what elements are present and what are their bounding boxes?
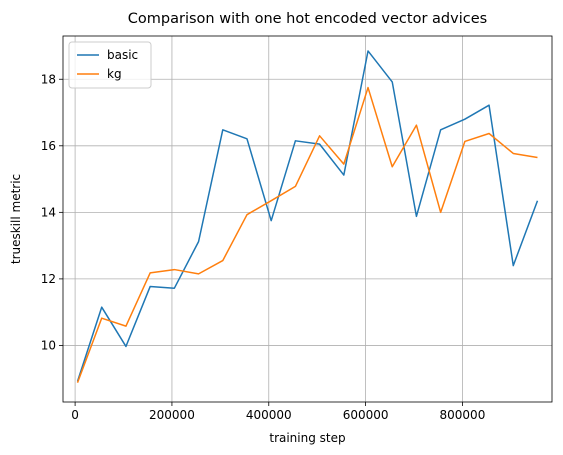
x-tick-label: 600000	[343, 408, 389, 422]
legend-label-basic: basic	[107, 48, 138, 62]
legend: basic kg	[69, 42, 151, 88]
x-tick-label: 400000	[246, 408, 292, 422]
y-axis-label: trueskill metric	[9, 174, 23, 264]
x-tick-label: 0	[71, 408, 79, 422]
y-tick-label: 12	[41, 272, 56, 286]
y-tick-label: 16	[41, 139, 56, 153]
x-tick-label: 200000	[149, 408, 195, 422]
x-tick-label: 800000	[440, 408, 486, 422]
x-axis-label: training step	[269, 431, 345, 445]
y-tick-label: 14	[41, 205, 56, 219]
y-tick-label: 10	[41, 338, 56, 352]
chart-title: Comparison with one hot encoded vector a…	[128, 11, 487, 27]
legend-label-kg: kg	[107, 67, 122, 81]
y-tick-label: 18	[41, 72, 56, 86]
